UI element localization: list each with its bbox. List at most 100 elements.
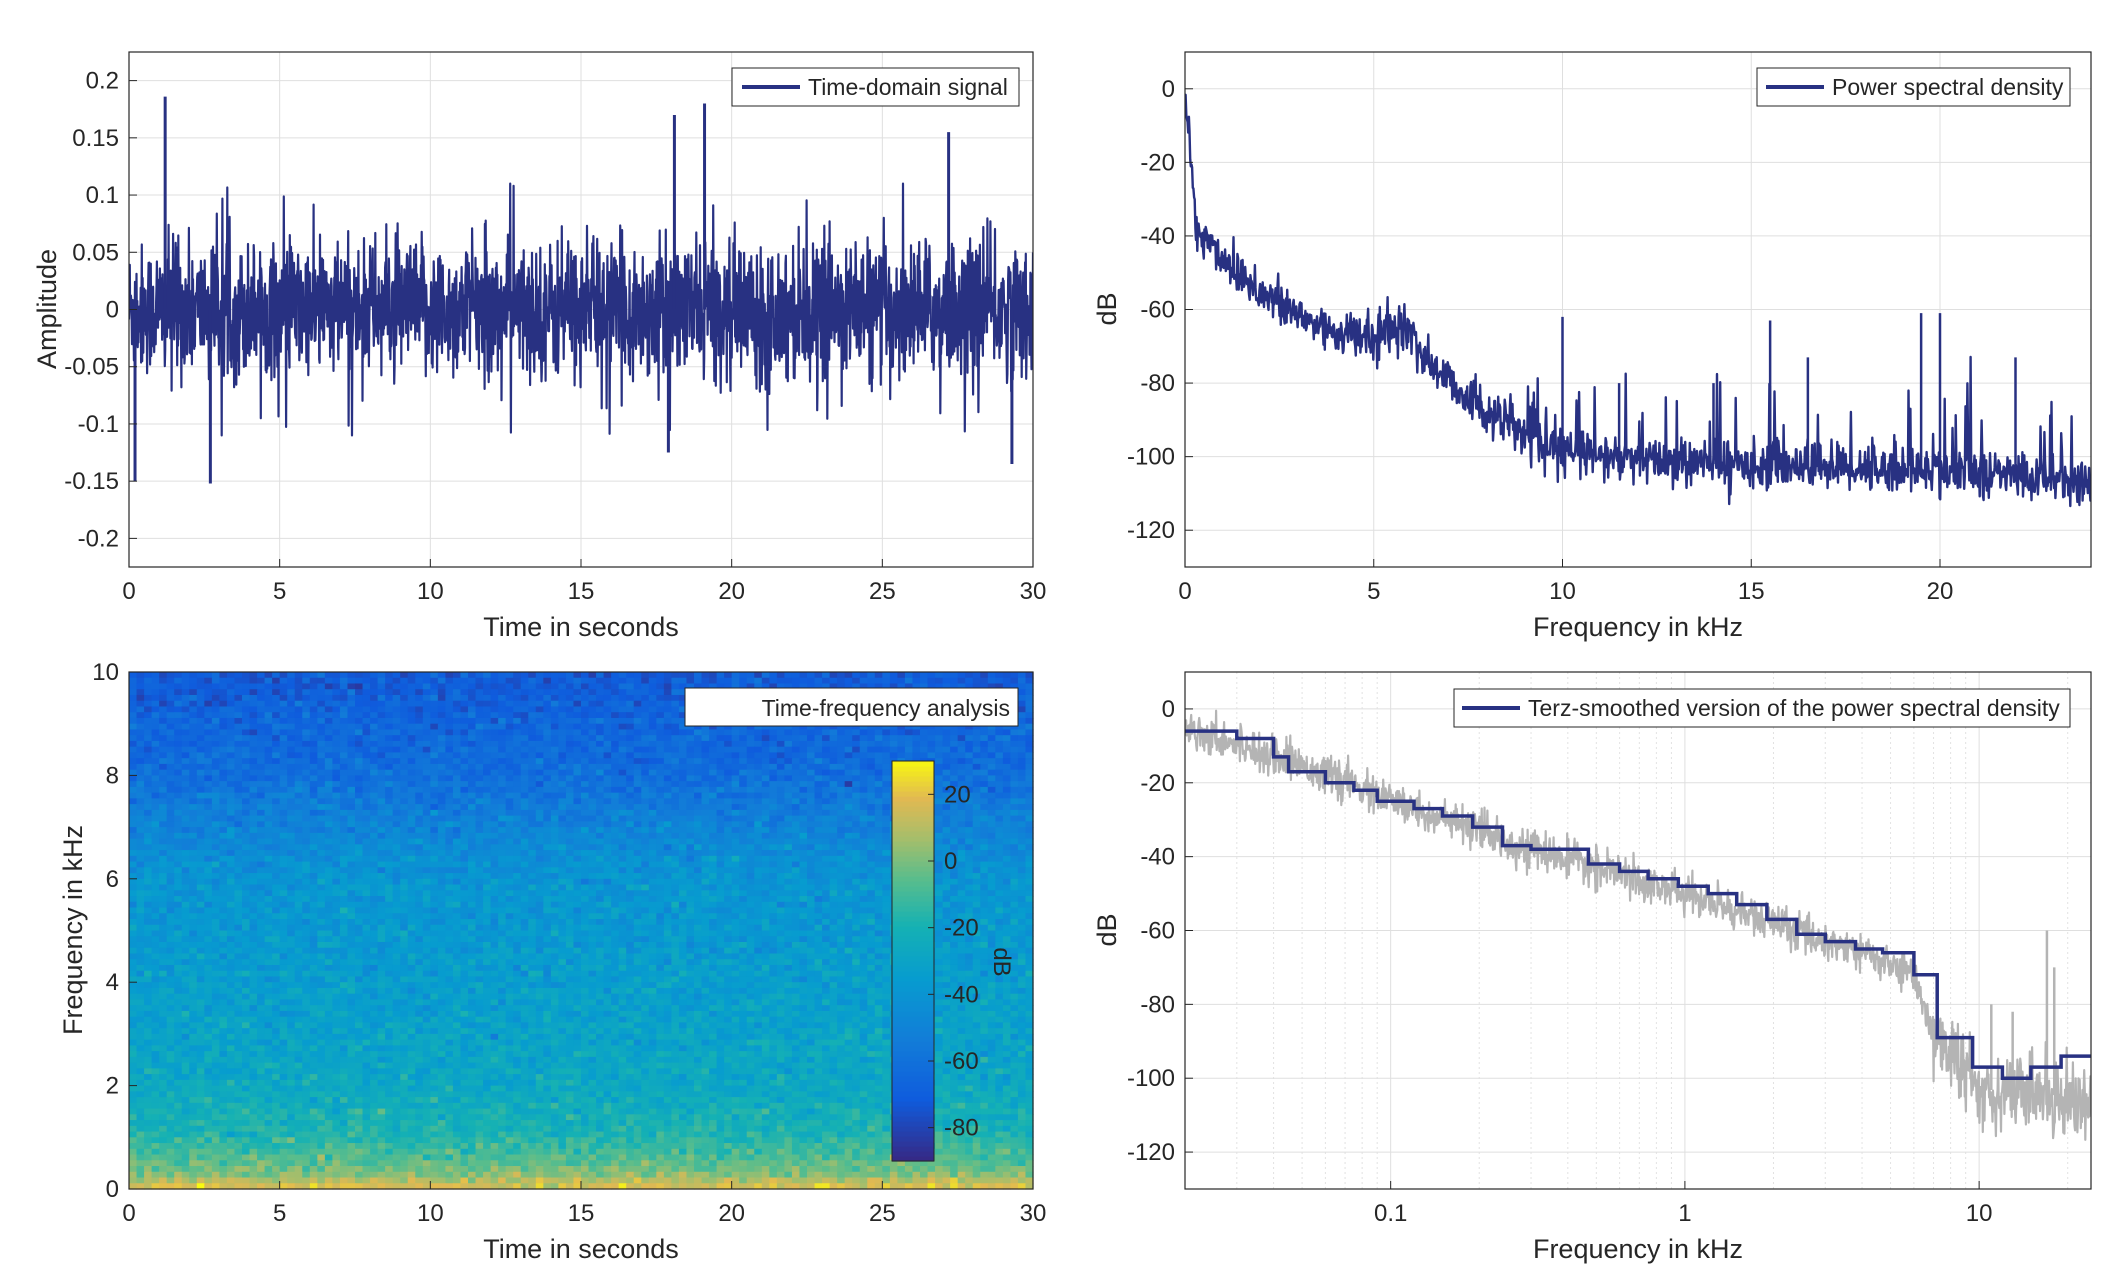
spectrogram-cell bbox=[468, 867, 477, 874]
spectrogram-cell bbox=[287, 781, 296, 788]
spectrogram-cell bbox=[965, 878, 974, 886]
spectrogram-cell bbox=[626, 792, 635, 799]
spectrogram-cell bbox=[709, 746, 718, 754]
spectrogram-cell bbox=[550, 821, 559, 828]
spectrogram-cell bbox=[874, 804, 883, 811]
spectrogram-cell bbox=[460, 672, 469, 679]
spectrogram-cell bbox=[415, 672, 424, 679]
spectrogram-cell bbox=[980, 827, 989, 834]
spectrogram-cell bbox=[475, 873, 484, 880]
spectrogram-cell bbox=[920, 672, 929, 679]
spectrogram-cell bbox=[452, 890, 462, 897]
spectrogram-cell bbox=[219, 700, 228, 708]
spectrogram-cell bbox=[1010, 683, 1019, 690]
spectrogram-cell bbox=[648, 729, 657, 736]
spectrogram-cell bbox=[317, 758, 326, 765]
spectrogram-cell bbox=[678, 694, 688, 702]
spectrogram-cell bbox=[339, 769, 349, 776]
spectrogram-cell bbox=[392, 775, 401, 782]
spectrogram-cell bbox=[686, 867, 695, 874]
spectrogram-cell bbox=[324, 798, 333, 805]
spectrogram-cell bbox=[588, 821, 597, 828]
spectrogram-cell bbox=[550, 855, 559, 863]
spectrogram-cell bbox=[724, 827, 733, 834]
spectrogram-cell bbox=[264, 861, 273, 868]
spectrogram-cell bbox=[935, 763, 944, 771]
spectrogram-cell bbox=[626, 890, 635, 897]
spectrogram-cell bbox=[663, 838, 672, 845]
spectrogram-cell bbox=[181, 832, 190, 840]
spectrogram-cell bbox=[942, 752, 951, 759]
spectrogram-cell bbox=[987, 735, 996, 742]
spectrogram-cell bbox=[588, 677, 597, 685]
spectrogram-cell bbox=[520, 712, 529, 719]
spectrogram-cell bbox=[302, 717, 311, 725]
spectrogram-cell bbox=[671, 689, 680, 696]
spectrogram-cell bbox=[219, 832, 228, 840]
spectrogram-cell bbox=[791, 677, 801, 685]
spectrogram-cell bbox=[505, 821, 514, 828]
spectrogram-cell bbox=[490, 798, 499, 805]
spectrogram-cell bbox=[972, 901, 981, 909]
spectrogram-cell bbox=[219, 884, 228, 891]
spectrogram-cell bbox=[309, 832, 318, 840]
spectrogram-cell bbox=[415, 827, 424, 834]
spectrogram-cell bbox=[671, 890, 680, 897]
spectrogram-cell bbox=[347, 809, 356, 817]
spectrogram-cell bbox=[166, 763, 175, 771]
spectrogram-cell bbox=[181, 781, 190, 788]
spectrogram-cell bbox=[776, 832, 785, 840]
spectrogram-cell bbox=[935, 890, 944, 897]
spectrogram-cell bbox=[279, 683, 288, 690]
spectrogram-cell bbox=[422, 683, 431, 690]
spectrogram-cell bbox=[852, 827, 861, 834]
spectrogram-cell bbox=[618, 729, 627, 736]
spectrogram-cell bbox=[724, 769, 733, 776]
spectrogram-cell bbox=[452, 769, 462, 776]
spectrogram-cell bbox=[272, 809, 281, 817]
spectrogram-cell bbox=[618, 878, 627, 886]
spectrogram-cell bbox=[181, 884, 190, 891]
spectrogram-cell bbox=[709, 855, 718, 863]
spectrogram-cell bbox=[814, 890, 823, 897]
spectrogram-cell bbox=[543, 723, 552, 731]
spectrogram-cell bbox=[302, 672, 311, 679]
spectrogram-cell bbox=[618, 827, 627, 834]
spectrogram-cell bbox=[257, 890, 266, 897]
spectrogram-cell bbox=[678, 735, 688, 742]
spectrogram-cell bbox=[694, 867, 703, 874]
spectrogram-cell bbox=[392, 672, 401, 679]
spectrogram-cell bbox=[859, 677, 868, 685]
spectrogram-cell bbox=[950, 735, 959, 742]
spectrogram-cell bbox=[294, 873, 303, 880]
spectrogram-cell bbox=[1025, 878, 1034, 886]
spectrogram-cell bbox=[942, 827, 951, 834]
spectrogram-cell bbox=[129, 832, 138, 840]
spectrogram-cell bbox=[528, 861, 537, 868]
spectrogram-cell bbox=[648, 844, 657, 851]
spectrogram-cell bbox=[972, 769, 981, 776]
spectrogram-cell bbox=[257, 672, 266, 679]
spectrogram-cell bbox=[633, 763, 642, 771]
spectrogram-cell bbox=[920, 729, 929, 736]
spectrogram-cell bbox=[317, 677, 326, 685]
spectrogram-cell bbox=[950, 672, 959, 679]
spectrogram-cell bbox=[837, 832, 846, 840]
spectrogram-cell bbox=[294, 855, 303, 863]
spectrogram-cell bbox=[739, 850, 748, 857]
spectrogram-cell bbox=[822, 775, 831, 782]
spectrogram-cell bbox=[837, 815, 846, 822]
spectrogram-cell bbox=[174, 896, 183, 903]
spectrogram-cell bbox=[754, 815, 763, 822]
spectrogram-cell bbox=[129, 689, 138, 696]
spectrogram-cell bbox=[807, 672, 816, 679]
spectrogram-cell bbox=[272, 907, 281, 914]
spectrogram-cell bbox=[535, 861, 544, 868]
spectrogram-cell bbox=[204, 896, 213, 903]
spectrogram-cell bbox=[181, 838, 190, 845]
spectrogram-cell bbox=[332, 798, 341, 805]
spectrogram-cell bbox=[731, 752, 740, 759]
spectrogram-cell bbox=[573, 740, 582, 748]
spectrogram-cell bbox=[709, 758, 718, 765]
spectrogram-cell bbox=[573, 890, 582, 897]
